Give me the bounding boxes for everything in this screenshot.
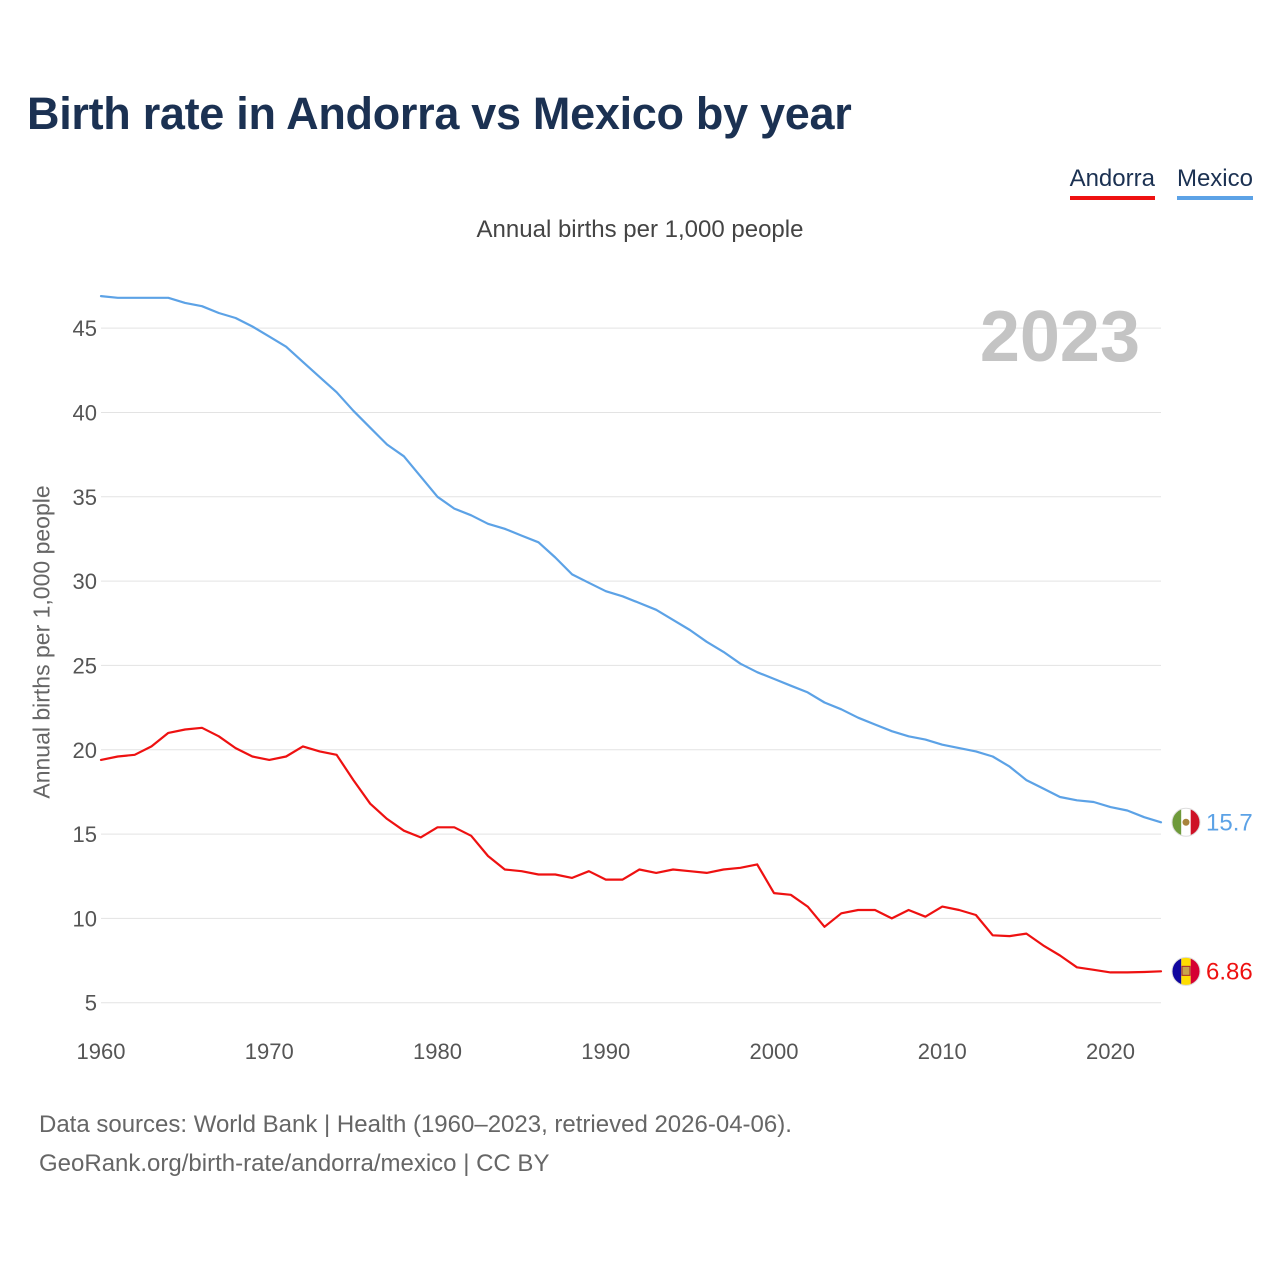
- chart-subtitle: Annual births per 1,000 people: [476, 216, 804, 243]
- y-tick-label-20: 20: [73, 738, 97, 763]
- y-tick-label-30: 30: [73, 569, 97, 594]
- series-line-mexico: [99, 295, 1163, 824]
- x-tick-label-1990: 1990: [581, 1039, 630, 1064]
- credit-line: GeoRank.org/birth-rate/andorra/mexico | …: [39, 1150, 550, 1177]
- x-tick-label-2000: 2000: [750, 1039, 799, 1064]
- legend-item-mexico[interactable]: Mexico: [1176, 164, 1253, 200]
- y-tick-label-5: 5: [85, 991, 97, 1016]
- y-tick-label-35: 35: [73, 485, 97, 510]
- y-tick-label-15: 15: [73, 822, 97, 847]
- legend: Andorra Mexico: [1069, 164, 1253, 200]
- andorra-flag-icon: [1171, 956, 1201, 986]
- y-tick-label-45: 45: [73, 316, 97, 341]
- x-tick-label-1970: 1970: [245, 1039, 294, 1064]
- source-line: Data sources: World Bank | Health (1960–…: [39, 1111, 792, 1138]
- source-note: Data sources: World Bank | Health (1960–…: [39, 1105, 792, 1183]
- end-value-label-mexico: 15.7: [1206, 809, 1253, 836]
- end-value-label-andorra: 6.86: [1206, 958, 1253, 985]
- legend-item-andorra[interactable]: Andorra: [1069, 164, 1155, 200]
- y-tick-label-10: 10: [73, 906, 97, 931]
- y-tick-label-40: 40: [73, 400, 97, 425]
- chart-title: Birth rate in Andorra vs Mexico by year: [27, 88, 852, 139]
- x-tick-label-1960: 1960: [77, 1039, 126, 1064]
- x-tick-label-1980: 1980: [413, 1039, 462, 1064]
- series-line-andorra: [99, 726, 1163, 974]
- year-overlay: 2023: [980, 297, 1140, 377]
- y-tick-label-25: 25: [73, 653, 97, 678]
- x-tick-label-2010: 2010: [918, 1039, 967, 1064]
- mexico-flag-icon: [1171, 807, 1201, 837]
- x-tick-label-2020: 2020: [1086, 1039, 1135, 1064]
